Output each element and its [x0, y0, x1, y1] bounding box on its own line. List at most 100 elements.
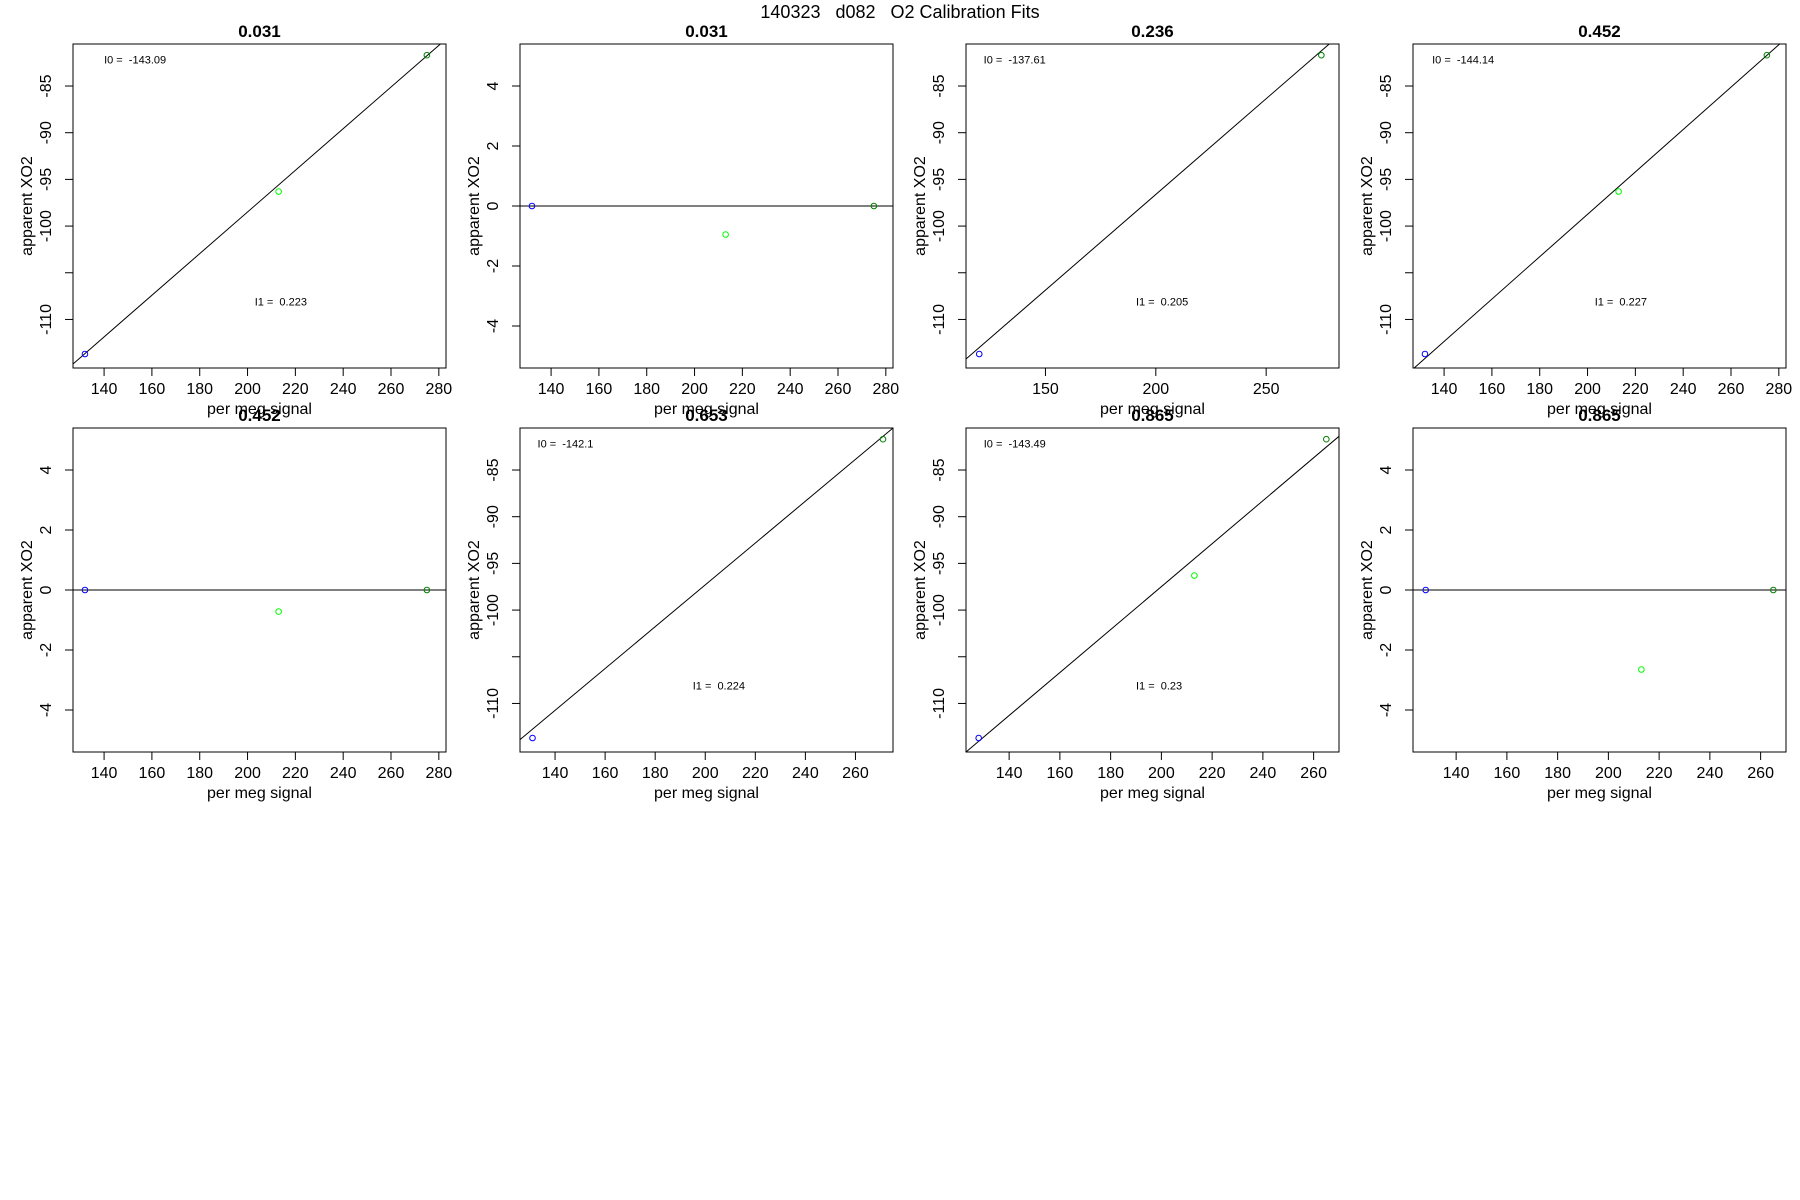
- data-point: [879, 435, 887, 443]
- annotation-value: 0.224: [717, 680, 745, 692]
- x-axis-label: per meg signal: [207, 785, 312, 802]
- data-point: [529, 734, 536, 742]
- y-tick-label: -85: [931, 458, 948, 481]
- y-tick-label: -110: [1378, 304, 1395, 335]
- x-tick-label: 150: [1032, 381, 1059, 398]
- x-tick-label: 220: [742, 765, 769, 782]
- y-tick-label: 2: [485, 141, 502, 150]
- y-tick-label: -100: [485, 594, 502, 626]
- y-tick-label: -90: [485, 505, 502, 528]
- x-tick-label: 140: [91, 765, 118, 782]
- x-tick-label: 240: [777, 381, 804, 398]
- y-tick-label: -95: [931, 552, 948, 575]
- plot-panel: 0.865 140 160 180 200 220 240 260 per meg signal…: [912, 406, 1340, 802]
- annotation-label: I1 =: [1136, 680, 1158, 692]
- x-tick-label: 140: [996, 765, 1023, 782]
- data-point: [870, 202, 878, 210]
- plot-title: 0.653: [685, 406, 728, 425]
- x-tick-label: 160: [592, 765, 619, 782]
- x-tick-label: 180: [642, 765, 669, 782]
- y-tick-label: -2: [1378, 643, 1395, 657]
- fit-annotation: I0 = -143.09: [104, 55, 166, 67]
- y-tick-label: -100: [1378, 210, 1395, 242]
- y-tick-label: -90: [931, 121, 948, 144]
- fit-line: [966, 435, 1339, 752]
- x-tick-label: 160: [1047, 765, 1074, 782]
- x-tick-label: 260: [378, 381, 405, 398]
- data-point: [1318, 51, 1325, 59]
- x-axis-label: per meg signal: [207, 401, 312, 418]
- y-axis-label: apparent XO2: [466, 156, 483, 256]
- y-tick-label: -95: [931, 168, 948, 191]
- annotation-value: -143.09: [129, 55, 166, 67]
- x-tick-label: 220: [1646, 765, 1673, 782]
- x-tick-label: 220: [282, 765, 309, 782]
- plot-title: 0.452: [1578, 22, 1621, 41]
- plot-frame: [519, 427, 894, 753]
- x-tick-label: 160: [139, 765, 166, 782]
- data-point: [722, 231, 729, 238]
- y-tick-label: -85: [38, 74, 55, 97]
- x-tick-label: 260: [1718, 381, 1745, 398]
- data-point: [975, 734, 982, 742]
- y-tick-label: -2: [38, 643, 55, 657]
- y-axis-label: apparent XO2: [912, 156, 929, 256]
- data-point: [1191, 572, 1198, 579]
- fit-line: [1413, 44, 1781, 368]
- x-tick-label: 140: [1443, 765, 1470, 782]
- y-tick-label: -4: [38, 703, 55, 717]
- x-tick-label: 220: [1199, 765, 1226, 782]
- annotation-value: -142.1: [562, 439, 593, 451]
- x-tick-label: 280: [425, 765, 452, 782]
- annotation-value: 0.223: [279, 296, 307, 308]
- y-tick-label: -100: [931, 594, 948, 626]
- y-tick-label: -2: [485, 259, 502, 273]
- y-axis-label: apparent XO2: [1359, 540, 1376, 640]
- plot-title: 0.452: [238, 406, 281, 425]
- x-axis-label: per meg signal: [1547, 785, 1652, 802]
- fit-annotation: I1 = 0.227: [1595, 296, 1647, 308]
- x-axis-label: per meg signal: [1547, 401, 1652, 418]
- plot-title: 0.031: [238, 22, 281, 41]
- annotation-label: I1 =: [1136, 296, 1158, 308]
- x-axis-label: per meg signal: [1100, 785, 1205, 802]
- y-tick-label: 4: [485, 81, 502, 90]
- x-tick-label: 180: [1544, 765, 1571, 782]
- figure-title: 140323 d082 O2 Calibration Fits: [760, 2, 1040, 22]
- plot-title: 0.031: [685, 22, 728, 41]
- fit-annotation: I1 = 0.223: [255, 296, 307, 308]
- annotation-label: I1 =: [255, 296, 277, 308]
- x-tick-label: 280: [1765, 381, 1792, 398]
- x-tick-label: 260: [842, 765, 869, 782]
- x-tick-label: 180: [1526, 381, 1553, 398]
- y-tick-label: 0: [1378, 585, 1395, 594]
- y-tick-label: -90: [38, 121, 55, 144]
- x-tick-label: 240: [1697, 765, 1724, 782]
- x-axis-label: per meg signal: [1100, 401, 1205, 418]
- y-tick-label: -4: [1378, 703, 1395, 717]
- y-tick-label: 4: [1378, 465, 1395, 474]
- x-axis-label: per meg signal: [654, 785, 759, 802]
- x-tick-label: 140: [1431, 381, 1458, 398]
- data-point: [1770, 586, 1777, 594]
- fit-annotation: I0 = -142.1: [538, 439, 594, 451]
- x-axis-label: per meg signal: [654, 401, 759, 418]
- y-tick-label: -100: [38, 210, 55, 242]
- y-tick-label: -100: [931, 210, 948, 242]
- data-point: [275, 608, 282, 615]
- x-tick-label: 220: [729, 381, 756, 398]
- fit-line: [520, 428, 893, 741]
- annotation-label: I1 =: [693, 680, 715, 692]
- annotation-label: I0 =: [984, 439, 1006, 451]
- y-tick-label: 0: [485, 201, 502, 210]
- x-tick-label: 160: [586, 381, 613, 398]
- x-tick-label: 260: [825, 381, 852, 398]
- y-tick-label: -110: [38, 304, 55, 335]
- data-point: [423, 51, 431, 59]
- y-axis-label: apparent XO2: [912, 540, 929, 640]
- x-tick-label: 200: [1148, 765, 1175, 782]
- data-point: [1421, 350, 1429, 358]
